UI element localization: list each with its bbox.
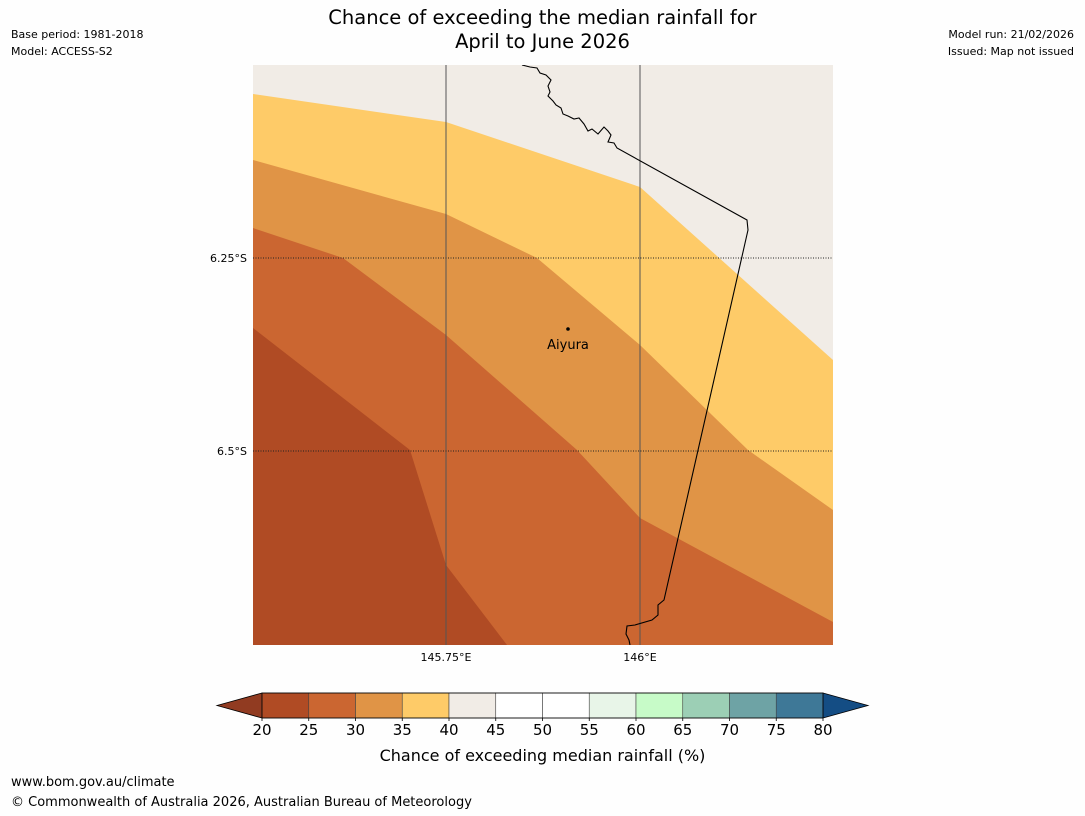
colorbar-bin-65 <box>682 692 730 719</box>
lat-label-6-25: 6.25°S <box>210 252 247 265</box>
colorbar-bin-30 <box>355 692 403 719</box>
colorbar-tick-label: 25 <box>299 721 318 739</box>
colorbar-bin-50 <box>542 692 590 719</box>
colorbar-tick-label: 65 <box>673 721 692 739</box>
lon-label-146: 146°E <box>623 651 656 664</box>
colorbar-bin-35 <box>401 692 450 719</box>
colorbar-tick-label: 70 <box>720 721 739 739</box>
map-title: Chance of exceeding the median rainfall … <box>0 6 1085 54</box>
band-20-25 <box>253 328 507 645</box>
rainfall-map: Aiyura <box>253 65 833 645</box>
colorbar-tick-label: 75 <box>767 721 786 739</box>
aiyura-marker <box>566 327 570 331</box>
model-run: Model run: 21/02/2026 <box>948 28 1074 41</box>
issued-status: Issued: Map not issued <box>947 45 1074 58</box>
colorbar-bin-20 <box>261 692 310 719</box>
colorbar-label: Chance of exceeding median rainfall (%) <box>379 746 706 765</box>
base-period: Base period: 1981-2018 <box>11 28 144 41</box>
colorbar-bin-70 <box>729 692 777 719</box>
colorbar: 20 25 30 35 40 45 50 55 60 65 70 75 80 <box>215 692 870 739</box>
footer-copyright: © Commonwealth of Australia 2026, Austra… <box>11 795 472 810</box>
title-line-2: April to June 2026 <box>455 30 630 53</box>
colorbar-bin-45 <box>495 692 543 719</box>
lon-label-145-75: 145.75°E <box>421 651 472 664</box>
colorbar-bin-55 <box>588 692 637 719</box>
colorbar-tick-label: 45 <box>486 721 505 739</box>
colorbar-bin-75 <box>775 692 824 719</box>
colorbar-tick-label: 60 <box>626 721 645 739</box>
title-line-1: Chance of exceeding the median rainfall … <box>328 6 757 29</box>
colorbar-tick-label: 50 <box>533 721 552 739</box>
colorbar-tick-label: 55 <box>580 721 599 739</box>
colorbar-bin-25 <box>308 692 356 719</box>
colorbar-tick-label: 30 <box>346 721 365 739</box>
meta-left: Base period: 1981-2018 Model: ACCESS-S2 <box>11 26 143 60</box>
lat-label-6-5: 6.5°S <box>217 445 247 458</box>
colorbar-bin-60 <box>635 692 684 719</box>
colorbar-extend-high <box>822 692 870 719</box>
colorbar-tick-label: 40 <box>439 721 458 739</box>
colorbar-extend-low <box>215 692 263 719</box>
footer-url[interactable]: www.bom.gov.au/climate <box>11 775 175 790</box>
aiyura-label: Aiyura <box>547 338 589 353</box>
border-line <box>521 65 749 645</box>
colorbar-tick-label: 80 <box>813 721 832 739</box>
model-name: Model: ACCESS-S2 <box>11 45 113 58</box>
colorbar-tick-label: 35 <box>393 721 412 739</box>
meta-right: Model run: 21/02/2026 Issued: Map not is… <box>948 26 1074 60</box>
colorbar-tick-label: 20 <box>252 721 271 739</box>
colorbar-bin-40 <box>448 692 497 719</box>
